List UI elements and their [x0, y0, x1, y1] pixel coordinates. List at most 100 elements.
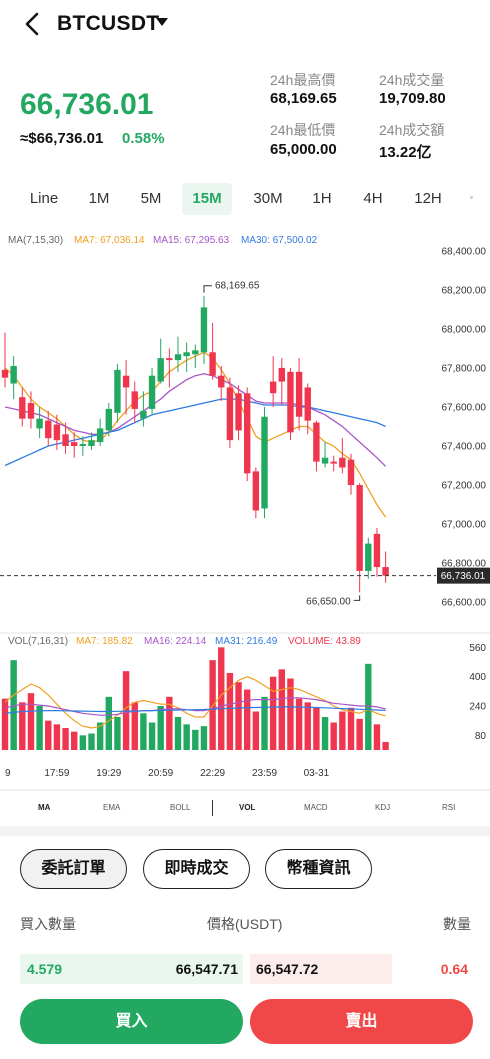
volume-bar — [321, 717, 329, 750]
volume-bar — [373, 724, 381, 750]
tab-4h[interactable]: 4H — [363, 190, 383, 207]
time-axis-tick: 23:59 — [252, 768, 277, 779]
time-axis-tick: 03-31 — [304, 768, 330, 779]
volume-bar — [1, 698, 9, 750]
tab-12h[interactable]: 12H — [414, 190, 442, 207]
buy-button[interactable]: 買入 — [20, 999, 243, 1044]
volume-bar — [27, 693, 35, 750]
current-price-marker — [437, 567, 490, 584]
candle — [183, 352, 190, 357]
price-axis-tick: 66,600.00 — [442, 598, 487, 609]
indicator-ma[interactable]: MA — [38, 803, 51, 812]
price-axis-tick: 67,400.00 — [442, 442, 487, 453]
volume-bar — [105, 696, 112, 750]
candle — [131, 391, 138, 409]
price-axis-tick: 66,800.00 — [442, 559, 487, 570]
sell-qty: 0.64 — [440, 961, 468, 977]
candle — [226, 387, 234, 441]
pair-dropdown-icon[interactable] — [156, 18, 168, 26]
candle — [27, 403, 35, 419]
price-axis-tick: 68,200.00 — [442, 285, 487, 296]
volume-bar — [252, 711, 260, 750]
col-price: 價格(USDT) — [207, 916, 283, 932]
candle — [192, 350, 199, 355]
candle — [339, 457, 346, 468]
volume-bar — [235, 682, 242, 750]
vol-ma16-legend: MA16: 224.14 — [144, 636, 207, 647]
high-annotation: 68,169.65 — [215, 281, 260, 292]
sell-button[interactable]: 賣出 — [250, 999, 473, 1044]
candle — [261, 416, 268, 509]
volume-bar — [269, 676, 277, 750]
volume-bar — [278, 669, 285, 750]
volume-bar — [218, 647, 225, 750]
volume-legend: VOLUME: 43.89 — [288, 636, 361, 647]
tab-trades[interactable]: 即時成交 — [143, 849, 250, 889]
tab-30m[interactable]: 30M — [253, 190, 283, 207]
volume-bar — [114, 717, 121, 750]
candle — [140, 410, 147, 419]
approx-price: ≈$66,736.01 — [20, 130, 104, 147]
candle — [330, 461, 337, 464]
orderbook-sell-row[interactable] — [250, 954, 392, 984]
tab-1m[interactable]: 1M — [88, 190, 110, 207]
candle — [88, 440, 95, 446]
kline-chart[interactable]: 68,400.00 68,200.00 68,000.00 67,800.00 67,6… — [0, 222, 490, 792]
volume-value: 19,709.80 — [379, 90, 446, 107]
change-percent: 0.58% — [122, 130, 165, 147]
tab-15m[interactable]: 15M — [182, 183, 232, 215]
time-axis-tick: 22:29 — [200, 768, 225, 779]
volume-axis-tick: 400 — [469, 672, 486, 683]
ma15-line — [4, 373, 387, 467]
candle — [122, 375, 130, 388]
volume-bar — [295, 698, 303, 750]
candle — [313, 422, 320, 462]
candle — [287, 371, 294, 433]
volume-bar — [131, 702, 138, 750]
indicator-boll[interactable]: BOLL — [170, 803, 191, 812]
section-divider — [0, 826, 490, 836]
price-axis-tick: 67,600.00 — [442, 402, 487, 413]
col-qty: 數量 — [443, 916, 471, 932]
volume-bar — [244, 689, 251, 750]
volume-bar — [287, 678, 294, 750]
tab-5m[interactable]: 5M — [140, 190, 162, 207]
candle — [36, 418, 43, 429]
indicator-kdj[interactable]: KDJ — [375, 803, 391, 812]
candle — [244, 393, 251, 474]
price-axis-tick: 68,000.00 — [442, 324, 487, 335]
candle — [19, 397, 26, 419]
tab-coin-info[interactable]: 幣種資訊 — [265, 849, 372, 889]
candle — [295, 371, 303, 417]
orderbook-buy-row[interactable] — [20, 954, 243, 984]
buy-price: 66,547.71 — [175, 961, 238, 977]
pair-title[interactable]: BTCUSDT — [57, 12, 160, 35]
indicator-ema[interactable]: EMA — [103, 803, 121, 812]
back-icon[interactable] — [22, 11, 44, 37]
low-annotation: 66,650.00 — [306, 596, 351, 607]
volume-ma31-line — [4, 706, 386, 714]
candle — [148, 375, 156, 409]
high-value: 68,169.65 — [270, 90, 337, 107]
ma7-legend: MA7: 67,036.14 — [74, 235, 145, 246]
indicator-vol[interactable]: VOL — [239, 803, 256, 812]
candle — [235, 393, 242, 431]
volume-axis-tick: 80 — [475, 731, 487, 742]
candle — [321, 457, 329, 464]
time-axis-tick: 17:59 — [44, 768, 69, 779]
candle — [96, 428, 104, 443]
candle — [157, 358, 164, 382]
volume-bar — [88, 733, 95, 750]
candle — [45, 420, 52, 439]
indicator-rsi[interactable]: RSI — [442, 803, 456, 812]
candle — [347, 459, 355, 486]
volume-bar — [226, 673, 234, 750]
ma15-legend: MA15: 67,295.63 — [153, 235, 230, 246]
tab-line[interactable]: Line — [29, 190, 59, 207]
tab-orders[interactable]: 委託訂單 — [20, 849, 127, 889]
volume-axis-tick: 240 — [469, 702, 486, 713]
ma30-line — [4, 398, 386, 467]
price-axis-tick: 67,000.00 — [442, 520, 487, 531]
tab-1h[interactable]: 1H — [312, 190, 332, 207]
indicator-macd[interactable]: MACD — [304, 803, 328, 812]
